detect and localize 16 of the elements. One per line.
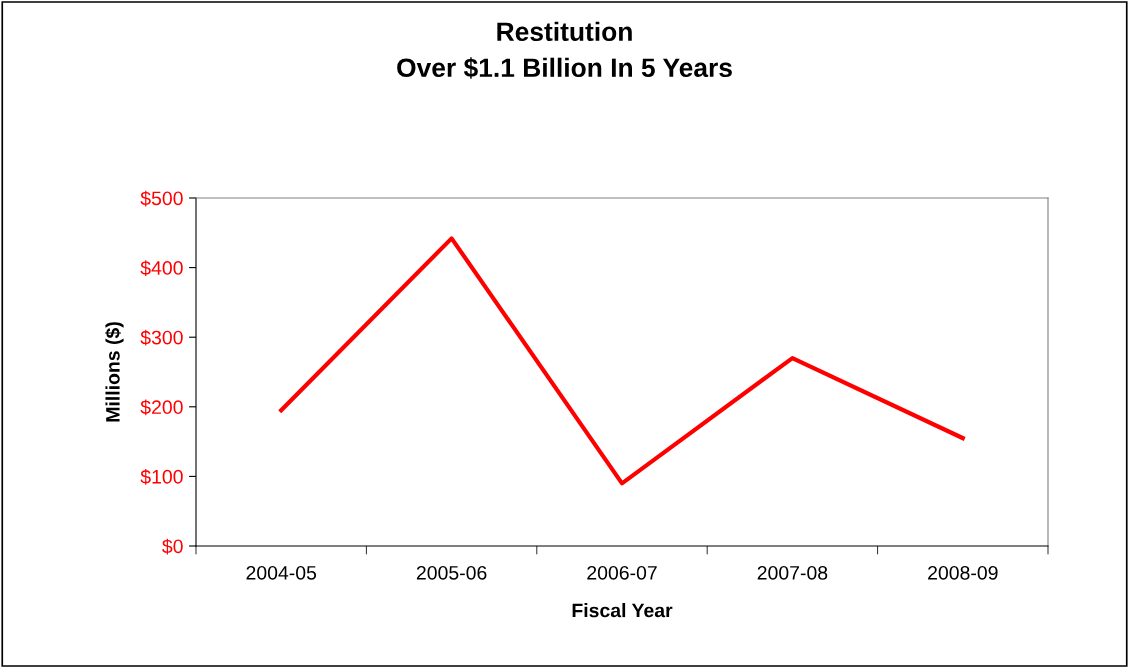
x-tick-label: 2004-05 — [246, 565, 317, 580]
x-axis-title: Fiscal Year — [572, 603, 673, 618]
chart-subtitle: Over $1.1 Billion In 5 Years — [397, 57, 732, 79]
y-axis-title: Millions ($) — [105, 322, 124, 422]
x-tick-label: 2006-07 — [587, 565, 657, 580]
y-tick-label: $200 — [140, 399, 183, 416]
y-tick-label: $400 — [140, 260, 183, 276]
chart-title: Restitution — [497, 21, 632, 42]
x-tick-label: 2005-06 — [416, 565, 487, 580]
y-tick-label: $500 — [140, 190, 183, 207]
line-series — [279, 236, 965, 486]
y-tick-label: $100 — [140, 469, 183, 485]
y-tick-label: $300 — [140, 329, 183, 346]
x-tick-label: 2007-08 — [757, 565, 828, 580]
y-tick-label: $0 — [162, 538, 183, 555]
x-tick-label: 2008-09 — [928, 565, 998, 580]
